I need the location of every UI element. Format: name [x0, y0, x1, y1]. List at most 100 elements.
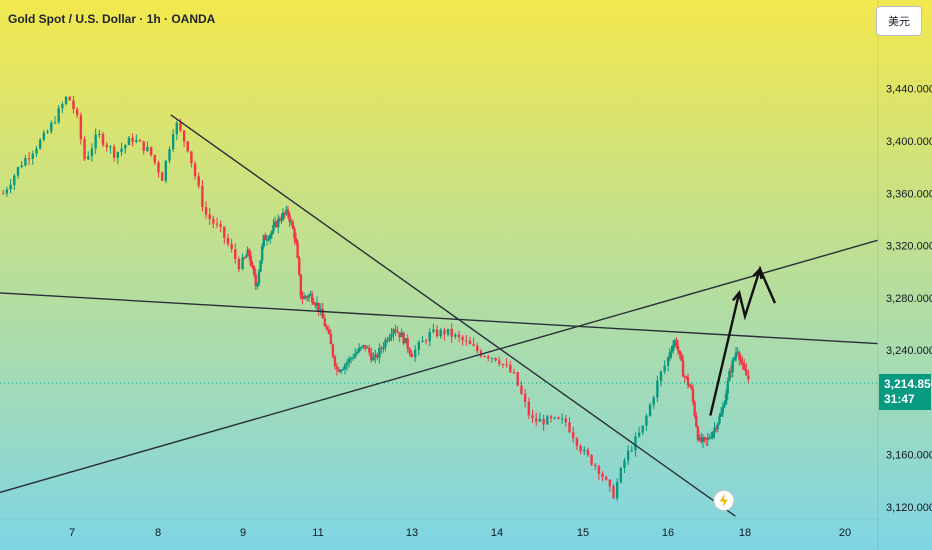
candle-body	[601, 473, 604, 477]
candle-body	[739, 359, 743, 362]
candle-body	[215, 223, 219, 225]
candle-body	[719, 413, 723, 417]
candle-body	[329, 333, 333, 345]
trendline-ascending[interactable]	[0, 239, 878, 494]
candle-body	[575, 438, 579, 446]
candle-body	[424, 340, 428, 342]
candle-body	[608, 479, 612, 487]
candle-body	[135, 140, 138, 142]
candle-body	[729, 371, 733, 373]
candle-body	[450, 328, 453, 337]
candle-body	[560, 418, 564, 420]
y-tick-label: 3,120.000	[886, 502, 932, 514]
candle-body	[241, 257, 244, 270]
candle-body	[641, 425, 644, 433]
candle-body	[680, 353, 683, 361]
candle-body	[630, 450, 633, 452]
y-tick-label: 3,440.000	[886, 84, 932, 96]
candle-body	[714, 427, 718, 430]
candle-body	[335, 366, 339, 370]
candle-body	[546, 416, 549, 425]
candle-body	[394, 329, 397, 332]
candle-body	[701, 437, 705, 442]
candle-body	[357, 347, 361, 352]
candle-body	[257, 271, 261, 284]
candle-body	[400, 332, 403, 338]
x-tick-label: 13	[406, 527, 418, 539]
alert-marker[interactable]	[713, 489, 735, 511]
x-axis: 7 8 9 11 13 14 15 16 18 20	[69, 527, 851, 539]
candle-body	[98, 133, 101, 135]
candle-body	[713, 427, 716, 433]
candle-body	[594, 464, 597, 467]
candle-body	[708, 437, 711, 439]
currency-button[interactable]: 美元	[876, 6, 922, 36]
candle-body	[705, 437, 708, 441]
x-tick-label: 15	[577, 527, 589, 539]
candle-body	[690, 386, 693, 389]
y-tick-label: 3,160.000	[886, 450, 932, 462]
candle-body	[16, 167, 20, 176]
candle-body	[733, 357, 736, 361]
candle-body	[310, 293, 314, 303]
candle-body	[312, 302, 315, 305]
candle-body	[428, 331, 431, 342]
current-price-value: 3,214.850	[884, 377, 932, 392]
candle-body	[197, 176, 200, 186]
candle-body	[378, 347, 381, 358]
candle-body	[634, 436, 637, 451]
candle-body	[275, 221, 278, 228]
candle-body	[193, 163, 197, 177]
candle-body	[698, 437, 701, 441]
candle-body	[446, 328, 450, 335]
candle-body	[27, 158, 31, 160]
candle-body	[306, 296, 309, 298]
candle-body	[146, 146, 149, 151]
candle-body	[734, 352, 738, 358]
candle-body	[668, 352, 672, 358]
candle-body	[298, 258, 301, 275]
candle-body	[597, 466, 601, 474]
candle-body	[678, 350, 681, 354]
candle-body	[243, 257, 246, 259]
candle-body	[564, 418, 567, 423]
trendline-descending[interactable]	[170, 114, 736, 517]
bar-countdown: 31:47	[884, 392, 915, 407]
candle-body	[461, 336, 464, 341]
candle-body	[557, 417, 560, 419]
candle-body	[353, 353, 357, 358]
candle-body	[75, 109, 79, 116]
candle-body	[24, 158, 27, 166]
candle-body	[179, 122, 182, 131]
x-tick-label: 9	[240, 527, 246, 539]
candle-body	[623, 460, 626, 468]
candle-body	[349, 358, 353, 360]
candle-body	[372, 357, 375, 361]
candle-body	[291, 221, 294, 229]
candle-body	[264, 235, 267, 241]
candle-body	[406, 338, 409, 349]
candle-body	[285, 209, 288, 214]
candle-body	[265, 239, 269, 241]
candle-body	[327, 329, 331, 334]
projection-arrow-path[interactable]	[709, 265, 777, 416]
candle-body	[5, 189, 9, 194]
candle-body	[745, 369, 748, 376]
candle-body	[417, 342, 420, 350]
candle-body	[476, 345, 479, 352]
candle-body	[53, 122, 57, 124]
candle-body	[319, 308, 322, 311]
candle-body	[182, 130, 186, 142]
lightning-bolt-glyph	[719, 493, 728, 508]
candle-body	[384, 339, 387, 348]
candle-body	[435, 329, 439, 337]
candle-body	[370, 352, 373, 361]
candle-body	[645, 415, 648, 426]
candle-body	[695, 415, 698, 427]
projection-arrow	[709, 265, 777, 416]
candle-body	[721, 407, 724, 414]
arrow-head	[731, 289, 743, 303]
candle-body	[483, 356, 486, 358]
